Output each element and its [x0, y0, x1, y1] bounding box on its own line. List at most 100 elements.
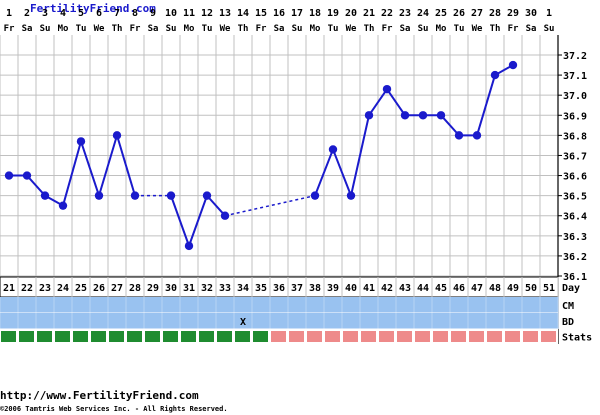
- y-tick-label: 36.4: [563, 212, 587, 223]
- date-label: 2: [24, 8, 30, 19]
- stats-cell: [109, 331, 124, 342]
- stats-cell: [541, 331, 556, 342]
- stats-cell: [73, 331, 88, 342]
- weekday-label: Fr: [508, 24, 519, 34]
- temp-line-segment: [80, 141, 100, 196]
- stats-cell: [415, 331, 430, 342]
- date-label: 18: [309, 8, 321, 19]
- temp-point[interactable]: [166, 191, 176, 200]
- cycle-day-label: 48: [489, 283, 501, 294]
- cycle-day-label: 46: [453, 283, 465, 294]
- cycle-day-label: 30: [165, 283, 177, 294]
- footer-copyright: ©2006 Tamtris Web Services Inc. - All Ri…: [0, 405, 228, 413]
- temp-point[interactable]: [130, 191, 140, 200]
- temp-point[interactable]: [454, 131, 464, 140]
- weekday-label: Tu: [454, 24, 465, 34]
- temp-point[interactable]: [22, 171, 32, 180]
- temp-point[interactable]: [436, 111, 446, 120]
- cycle-day-label: 26: [93, 283, 105, 294]
- cycle-day-label: 27: [111, 283, 123, 294]
- bd-row: [0, 313, 558, 329]
- stats-cell: [235, 331, 250, 342]
- footer-url[interactable]: http://www.FertilityFriend.com: [0, 389, 199, 402]
- date-label: 11: [183, 8, 195, 19]
- temp-point[interactable]: [310, 191, 320, 200]
- temp-point[interactable]: [418, 111, 428, 120]
- weekday-label: Su: [544, 24, 555, 34]
- cycle-day-label: 35: [255, 283, 267, 294]
- stats-cell: [19, 331, 34, 342]
- date-label: 29: [507, 8, 519, 19]
- temp-point[interactable]: [202, 191, 212, 200]
- weekday-label: Fr: [4, 24, 15, 34]
- temp-line-segment: [368, 88, 388, 116]
- temp-point[interactable]: [472, 131, 482, 140]
- temp-point[interactable]: [58, 201, 68, 210]
- stats-cell: [253, 331, 268, 342]
- temp-point[interactable]: [94, 191, 104, 200]
- stats-cell: [325, 331, 340, 342]
- brand-title: FertilityFriend.com: [30, 2, 156, 15]
- stats-cell: [181, 331, 196, 342]
- weekday-label: We: [346, 24, 357, 34]
- cycle-day-label: 47: [471, 283, 483, 294]
- temp-line-segment: [188, 195, 208, 247]
- cycle-day-label: 36: [273, 283, 285, 294]
- cycle-day-label: 44: [417, 283, 429, 294]
- date-label: 19: [327, 8, 339, 19]
- temp-point[interactable]: [382, 84, 392, 94]
- temp-point[interactable]: [76, 137, 86, 146]
- temp-point[interactable]: [220, 211, 230, 220]
- stats-cell: [487, 331, 502, 342]
- weekday-label: Th: [112, 24, 123, 34]
- stats-cell: [37, 331, 52, 342]
- temp-point[interactable]: [184, 241, 194, 251]
- stats-cell: [271, 331, 286, 342]
- cycle-day-label: 22: [21, 283, 33, 294]
- row-label: BD: [562, 317, 574, 328]
- cycle-day-label: 43: [399, 283, 411, 294]
- temp-line-segment: [386, 88, 406, 116]
- temp-point[interactable]: [40, 191, 50, 200]
- cycle-day-label: 28: [129, 283, 141, 294]
- temp-point[interactable]: [364, 111, 374, 120]
- stats-cell: [523, 331, 538, 342]
- date-label: 1: [6, 8, 12, 19]
- weekday-label: Sa: [22, 24, 33, 34]
- stats-cell: [91, 331, 106, 342]
- date-label: 5: [78, 8, 84, 19]
- date-label: 1: [546, 8, 552, 19]
- weekday-label: We: [220, 24, 231, 34]
- temp-point[interactable]: [490, 70, 500, 80]
- row-label: Stats: [562, 333, 592, 344]
- temp-point[interactable]: [4, 171, 14, 180]
- weekday-label: Mo: [436, 24, 447, 34]
- date-label: 6: [96, 8, 102, 19]
- weekday-label: Th: [364, 24, 375, 34]
- y-tick-label: 36.2: [563, 252, 587, 263]
- date-label: 22: [381, 8, 393, 19]
- weekday-label: Su: [292, 24, 303, 34]
- temp-point[interactable]: [112, 131, 122, 140]
- date-label: 14: [237, 8, 249, 19]
- temp-point[interactable]: [328, 145, 338, 154]
- date-label: 23: [399, 8, 411, 19]
- temp-point[interactable]: [508, 60, 518, 70]
- weekday-label: Mo: [310, 24, 321, 34]
- cycle-day-label: 40: [345, 283, 357, 294]
- weekday-label: We: [94, 24, 105, 34]
- weekday-label: Th: [490, 24, 501, 34]
- weekday-label: Fr: [130, 24, 141, 34]
- date-label: 15: [255, 8, 267, 19]
- stats-cell: [199, 331, 214, 342]
- weekday-label: Su: [40, 24, 51, 34]
- cycle-day-label: 51: [543, 283, 555, 294]
- temp-point[interactable]: [400, 111, 410, 120]
- date-label: 13: [219, 8, 231, 19]
- date-label: 12: [201, 8, 213, 19]
- weekday-label: Mo: [58, 24, 69, 34]
- weekday-label: Tu: [328, 24, 339, 34]
- weekday-label: We: [472, 24, 483, 34]
- temp-point[interactable]: [346, 191, 356, 200]
- temp-line-segment: [170, 195, 190, 247]
